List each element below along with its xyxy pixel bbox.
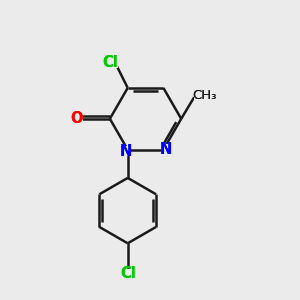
Text: CH₃: CH₃ bbox=[192, 89, 217, 102]
Bar bbox=[102, 58, 118, 68]
Text: N: N bbox=[160, 142, 172, 157]
Text: Cl: Cl bbox=[120, 266, 136, 281]
Bar bbox=[160, 145, 171, 155]
Text: Cl: Cl bbox=[102, 56, 118, 70]
Bar bbox=[194, 90, 215, 101]
Text: Cl: Cl bbox=[102, 56, 118, 70]
Text: O: O bbox=[70, 111, 83, 126]
Text: Cl: Cl bbox=[120, 266, 136, 281]
Text: O: O bbox=[70, 111, 83, 126]
Text: N: N bbox=[119, 144, 131, 159]
Text: N: N bbox=[160, 142, 172, 157]
Text: N: N bbox=[119, 144, 131, 159]
Text: CH₃: CH₃ bbox=[192, 89, 217, 102]
Bar bbox=[70, 114, 83, 124]
Bar bbox=[120, 146, 130, 156]
Bar bbox=[119, 269, 136, 279]
